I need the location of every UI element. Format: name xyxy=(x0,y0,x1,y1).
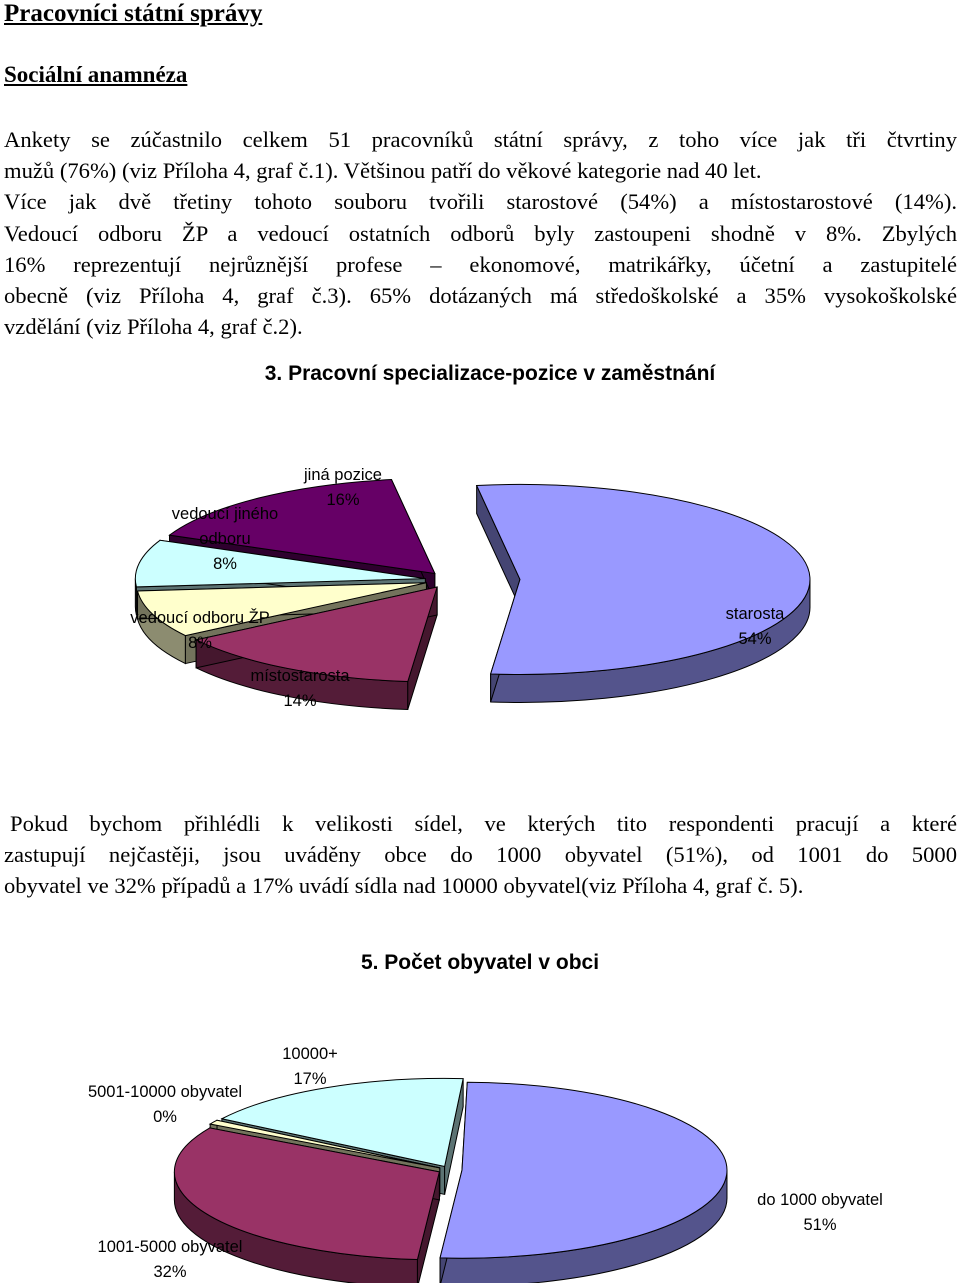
data-label: 1001-5000 obyvatel 32% xyxy=(97,1238,243,1281)
paragraph-line: Vedoucí odboru ŽP a vedoucí ostatních od… xyxy=(4,220,957,246)
pie-slice xyxy=(475,483,811,703)
data-label: 5001-10000 obyvatel 0% xyxy=(87,1083,243,1126)
paragraph-line: vzdělání (viz Příloha 4, graf č.2). xyxy=(4,314,303,340)
paragraph-line: Více jak dvě třetiny tohoto souboru tvoř… xyxy=(4,189,957,215)
paragraph-line: mužů (76%) (viz Příloha 4, graf č.1). Vě… xyxy=(4,158,762,184)
pie-slice xyxy=(439,1081,728,1283)
data-label: do 1000 obyvatel 51% xyxy=(757,1191,883,1234)
section-title: Sociální anamnéza xyxy=(4,62,188,87)
chart-title: 3. Pracovní specializace-pozice v zaměst… xyxy=(264,362,716,385)
pie-slice xyxy=(194,586,438,711)
page-title: Pracovníci státní správy xyxy=(4,0,263,27)
paragraph-intro: Ankety se zúčastnilo celkem 51 pracovník… xyxy=(4,124,957,342)
data-label: 10000+ 17% xyxy=(282,1045,338,1088)
paragraph-line: obyvatel ve 32% případů a 17% uvádí sídl… xyxy=(4,873,804,899)
chart-title: 5. Počet obyvatel v obci xyxy=(360,951,600,974)
data-label: starosta 54% xyxy=(725,605,785,648)
paragraph-line: Pokud bychom přihlédli k velikosti sídel… xyxy=(10,811,957,836)
data-label: vedoucí odboru ŽP 8% xyxy=(130,609,270,652)
paragraph-settlements: Pokud bychom přihlédli k velikosti sídel… xyxy=(4,808,957,902)
paragraph-line: Ankety se zúčastnilo celkem 51 pracovník… xyxy=(4,127,957,152)
data-label: vedoucí jiného odboru 8% xyxy=(171,505,279,573)
pie-slice xyxy=(173,1127,440,1283)
paragraph-line: 16% reprezentují nejrůznější profese – e… xyxy=(4,251,957,277)
data-label: jiná pozice 16% xyxy=(304,466,382,509)
paragraph-line: zastupují nejčastěji, jsou uváděny obce … xyxy=(4,842,957,868)
paragraph-line: obecně (viz Příloha 4, graf č.3). 65% do… xyxy=(4,282,957,308)
data-label: místostarosta 14% xyxy=(250,667,350,710)
